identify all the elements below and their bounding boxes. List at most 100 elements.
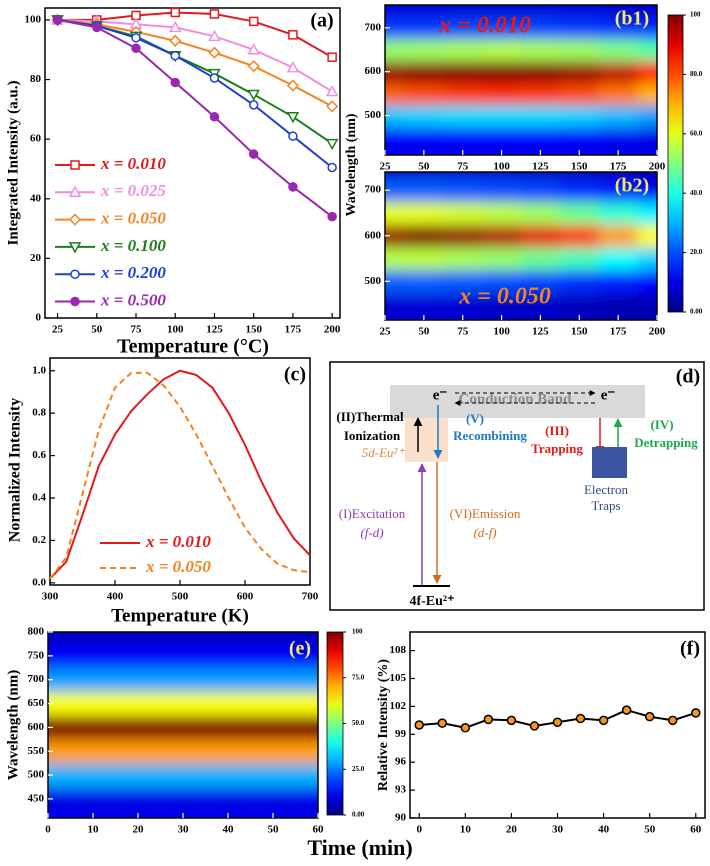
- heatmap-cell: [295, 667, 318, 693]
- marker: [288, 131, 298, 141]
- heatmap-cell: [70, 643, 116, 669]
- heatmap-cell: [385, 292, 405, 320]
- heatmap-cell: [205, 632, 251, 645]
- heatmap-cell: [115, 787, 161, 818]
- heatmap-cell: [295, 739, 318, 764]
- x-tick-label: 10: [460, 824, 472, 836]
- x-tick-label: 75: [131, 324, 143, 336]
- panel-label: (d): [676, 366, 700, 388]
- colorbar-tick-label: 50.0: [352, 719, 365, 727]
- marker: [131, 33, 141, 43]
- marker: [288, 30, 298, 40]
- legend-marker: [68, 213, 82, 226]
- heatmap-cell: [443, 178, 483, 203]
- colorbar-tick-label: 80.0: [690, 70, 703, 78]
- heatmap-cell: [443, 60, 483, 84]
- x-tick-label: 175: [610, 161, 627, 173]
- heatmap-cell: [48, 787, 71, 818]
- heatmap-cell: [48, 632, 71, 645]
- heatmap-cell: [70, 763, 116, 788]
- colorbar-tick-label: 40.0: [690, 189, 703, 197]
- x-tick-label: 30: [178, 824, 190, 836]
- heatmap-cell: [205, 715, 251, 740]
- heatmap-cells: [48, 632, 318, 818]
- marker: [131, 43, 141, 53]
- heatmap-cell: [115, 715, 161, 740]
- y-tick-label: 1.0: [32, 364, 46, 376]
- heatmap-cell: [48, 667, 71, 693]
- marker: [552, 717, 563, 727]
- marker: [327, 162, 337, 173]
- heatmap-cell: [70, 667, 116, 693]
- heatmap-cell: [482, 38, 522, 62]
- marker: [170, 77, 180, 88]
- marker: [170, 7, 180, 18]
- heatmap-cell: [115, 643, 161, 669]
- marker: [286, 79, 299, 92]
- marker: [644, 711, 655, 722]
- heatmap-cell: [521, 38, 561, 62]
- heatmap-cell: [559, 224, 600, 248]
- heatmap-cell: [559, 104, 600, 127]
- x-tick-label: 25: [380, 326, 392, 338]
- y-tick-label: 600: [365, 229, 382, 241]
- x-tick-label: 20: [506, 824, 518, 836]
- marker: [169, 34, 182, 47]
- heatmap-cell: [443, 269, 483, 294]
- level-5d: [405, 418, 448, 462]
- x-tick-label: 50: [644, 824, 656, 836]
- x-tick-label: 150: [571, 161, 588, 173]
- y-tick-label: 500: [365, 275, 382, 287]
- x-tick-label: 25: [380, 161, 392, 173]
- heatmap-cell: [48, 739, 71, 764]
- heatmap-cell: [250, 632, 296, 645]
- heatmap-cell: [404, 5, 444, 18]
- x-tick-label: 175: [285, 324, 302, 336]
- heatmap-cell: [48, 691, 71, 716]
- x-tick-label: 75: [457, 326, 469, 338]
- legend-marker: [70, 160, 80, 170]
- y-tick-label: 90: [395, 812, 407, 824]
- x-tick-label: 0: [45, 824, 51, 836]
- x-tick-label: 200: [649, 326, 666, 338]
- heatmap-cell: [250, 691, 296, 716]
- marker: [170, 50, 180, 61]
- marker: [437, 718, 448, 728]
- panel-label: (a): [310, 10, 333, 32]
- colorbar-tick-label: 60.0: [690, 129, 703, 137]
- y-tick-label: 99: [395, 728, 407, 740]
- x-tick-label: 20: [133, 824, 145, 836]
- heatmap-cell: [250, 643, 296, 669]
- heatmap-cell: [637, 224, 657, 248]
- heatmap-cell: [521, 5, 561, 18]
- x-tick-label: 0: [416, 824, 422, 836]
- trap-level: [592, 447, 627, 478]
- heatmap-cell: [205, 691, 251, 716]
- heatmap-cell: [404, 82, 444, 106]
- heatmap-cell: [443, 201, 483, 225]
- heatmap-cell: [637, 16, 657, 40]
- y-axis-label: Normalized Intensity: [7, 398, 24, 542]
- heatmap-cell: [160, 739, 206, 764]
- y-tick-label: 700: [365, 184, 382, 196]
- marker: [506, 715, 517, 726]
- step-label: (d-f): [473, 525, 496, 540]
- heatmap-cell: [598, 172, 639, 180]
- heatmap-cell: [115, 632, 161, 645]
- legend-marker: [70, 296, 80, 307]
- y-tick-label: 0: [36, 312, 42, 324]
- y-tick-label: 93: [395, 784, 407, 796]
- y-tick-label: 108: [390, 644, 407, 656]
- heatmap-cell: [115, 739, 161, 764]
- heatmap-cells: [385, 5, 657, 155]
- heatmap: [48, 632, 318, 818]
- electron: e⁻: [601, 387, 616, 403]
- heatmap-cell: [115, 667, 161, 693]
- heatmap-cell: [521, 82, 561, 106]
- y-tick-label: 96: [395, 756, 407, 768]
- legend-marker: [68, 185, 82, 198]
- heatmap-cell: [482, 269, 522, 294]
- x-tick-label: 125: [532, 161, 549, 173]
- heatmap-cell: [205, 739, 251, 764]
- heatmap-cell: [404, 224, 444, 248]
